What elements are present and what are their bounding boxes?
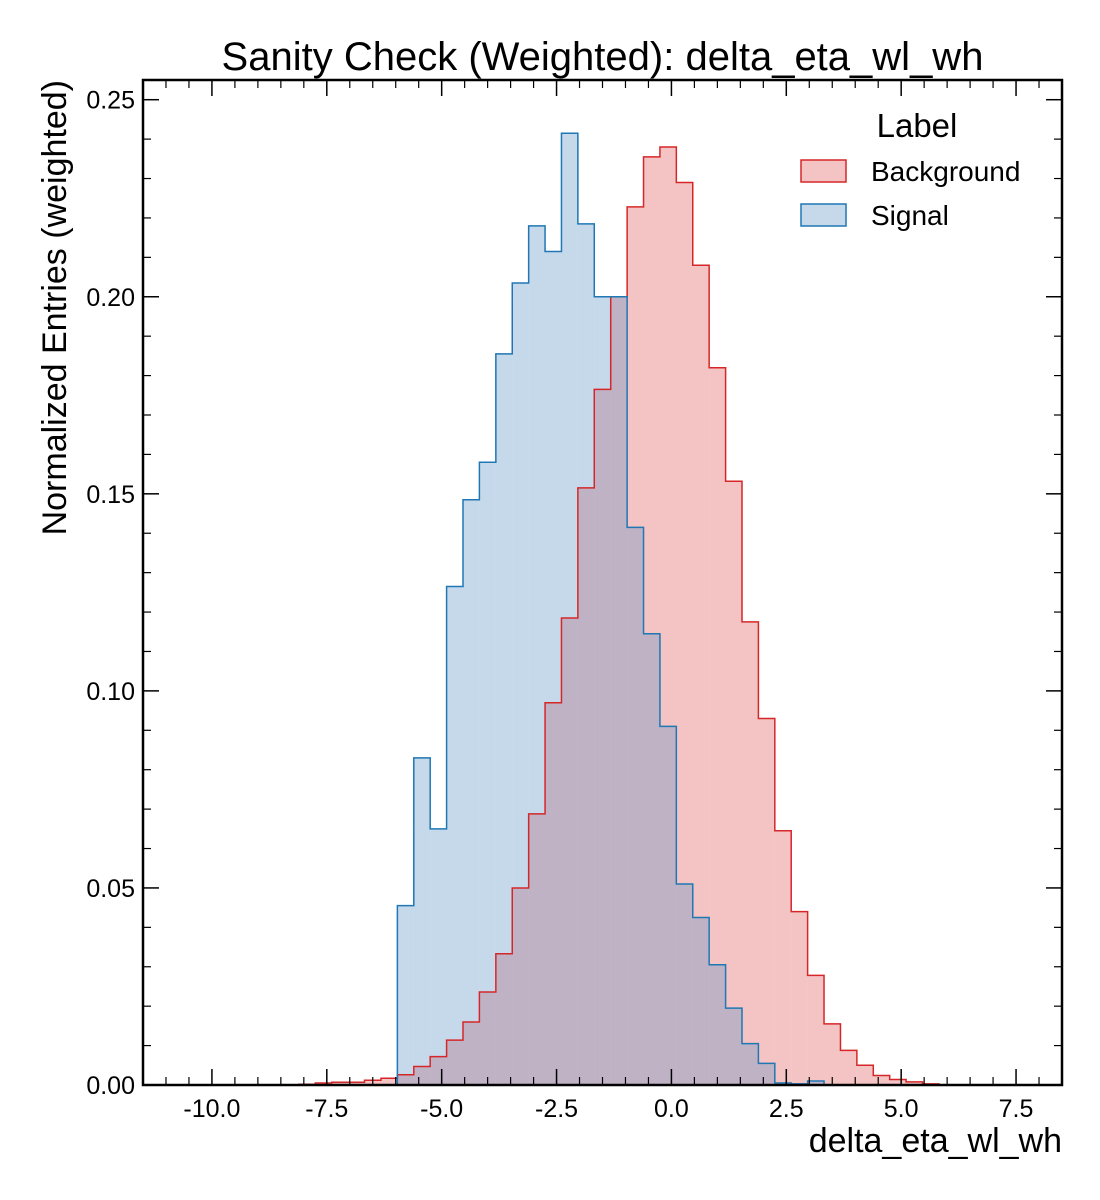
x-tick-label: -5.0 [420, 1095, 463, 1123]
histogram-bar-background [725, 481, 743, 1085]
histogram-bar-signal [676, 884, 693, 1085]
histogram-bar-background [561, 617, 578, 1085]
histogram-bar-background [824, 1023, 841, 1085]
histogram-bar-signal [758, 1063, 775, 1085]
x-tick-label: -2.5 [535, 1095, 578, 1123]
histogram-bar-background [446, 1040, 463, 1085]
y-tick-label: 0.15 [86, 481, 135, 509]
histogram-fills [298, 133, 939, 1086]
y-tick-label: 0.25 [86, 87, 135, 115]
histogram-bar-signal [610, 296, 628, 1085]
x-tick-label: 2.5 [769, 1095, 804, 1123]
histogram-bar-signal [561, 133, 578, 1086]
histogram-bar-background [840, 1050, 857, 1085]
histogram-bar-background [659, 147, 677, 1085]
histogram-bar-signal [807, 1081, 825, 1085]
histogram-bar-background [380, 1078, 398, 1085]
histogram-bar-background [643, 156, 660, 1086]
y-tick-label: 0.05 [86, 875, 135, 903]
legend-swatch-signal [800, 203, 847, 227]
histogram-bar-background [791, 911, 808, 1085]
histogram-bar-background [807, 975, 825, 1085]
histogram-bar-background [774, 830, 792, 1085]
histogram-bar-background [577, 487, 595, 1086]
histogram-bar-signal [479, 462, 496, 1085]
histogram-bar-signal [742, 1043, 759, 1085]
x-tick-label: 5.0 [884, 1095, 919, 1123]
histogram-bar-background [462, 1021, 480, 1085]
x-axis-label: delta_eta_wl_wh [809, 1122, 1062, 1160]
histogram-bar-background [709, 367, 726, 1085]
histogram-bar-background [758, 718, 775, 1085]
histogram-bar-signal [430, 828, 447, 1085]
histogram-bar-signal [577, 223, 595, 1086]
x-tick-label: -7.5 [305, 1095, 348, 1123]
histogram-bar-background [742, 621, 759, 1085]
axis-ticks: -10.0 -7.5 -5.0 -2.5 0.0 2.5 5.0 7.5 0.00 0.05 0.1… [86, 80, 1062, 1123]
histogram-bar-background [397, 1074, 414, 1085]
legend-label-signal: Signal [871, 200, 949, 231]
histogram-bar-background [676, 182, 693, 1085]
histogram-bar-signal [528, 225, 546, 1085]
histogram-bar-background [889, 1079, 907, 1085]
legend-swatch-background [800, 159, 847, 183]
histogram-bar-background [873, 1075, 890, 1085]
histogram-bar-signal [397, 905, 414, 1085]
histogram-bar-background [348, 1082, 365, 1085]
histogram-bar-signal [643, 633, 660, 1085]
legend: Label Background Signal [800, 107, 1020, 231]
histogram-bar-background [430, 1056, 447, 1085]
histogram-bar-background [512, 887, 529, 1085]
histogram-bar-background [610, 296, 628, 1085]
histogram-bar-signal [512, 282, 529, 1085]
histogram-bar-signal [692, 917, 710, 1085]
y-tick-label: 0.20 [86, 284, 135, 312]
histogram-bar-background [906, 1081, 923, 1085]
histogram-bar-signal [627, 527, 644, 1085]
y-tick-label: 0.00 [86, 1072, 135, 1100]
x-tick-label: -10.0 [183, 1095, 240, 1123]
histogram-bar-signal [659, 726, 677, 1085]
histogram-bar-background [413, 1066, 431, 1085]
x-tick-label: 7.5 [999, 1095, 1034, 1123]
histogram-bar-background [692, 265, 710, 1085]
histogram-bar-background [594, 389, 611, 1086]
legend-title: Label [877, 107, 958, 144]
histogram-bar-signal [545, 251, 562, 1086]
histogram-bar-signal [413, 757, 431, 1085]
histogram-bar-background [495, 953, 513, 1085]
plot-frame [141, 78, 1064, 1087]
histogram-bar-background [479, 991, 496, 1085]
histogram-bar-background [856, 1065, 874, 1085]
histogram-bar-signal [725, 1008, 743, 1085]
x-tick-label: 0.0 [654, 1095, 689, 1123]
histogram-bar-signal [446, 586, 463, 1085]
histogram-bar-signal [462, 499, 480, 1085]
histogram-bar-signal [495, 353, 513, 1086]
legend-label-background: Background [871, 156, 1020, 187]
chart-title: Sanity Check (Weighted): delta_eta_wl_wh [222, 35, 984, 79]
y-axis-label: Normalized Entries (weighted) [36, 80, 74, 535]
histogram-bar-background [528, 813, 546, 1085]
histogram-bar-background [627, 206, 644, 1085]
histogram-bar-background [545, 702, 562, 1085]
histogram-bar-signal [594, 296, 611, 1085]
histogram-bar-background [331, 1082, 349, 1085]
histogram-bar-signal [709, 964, 726, 1085]
y-tick-label: 0.10 [86, 678, 135, 706]
